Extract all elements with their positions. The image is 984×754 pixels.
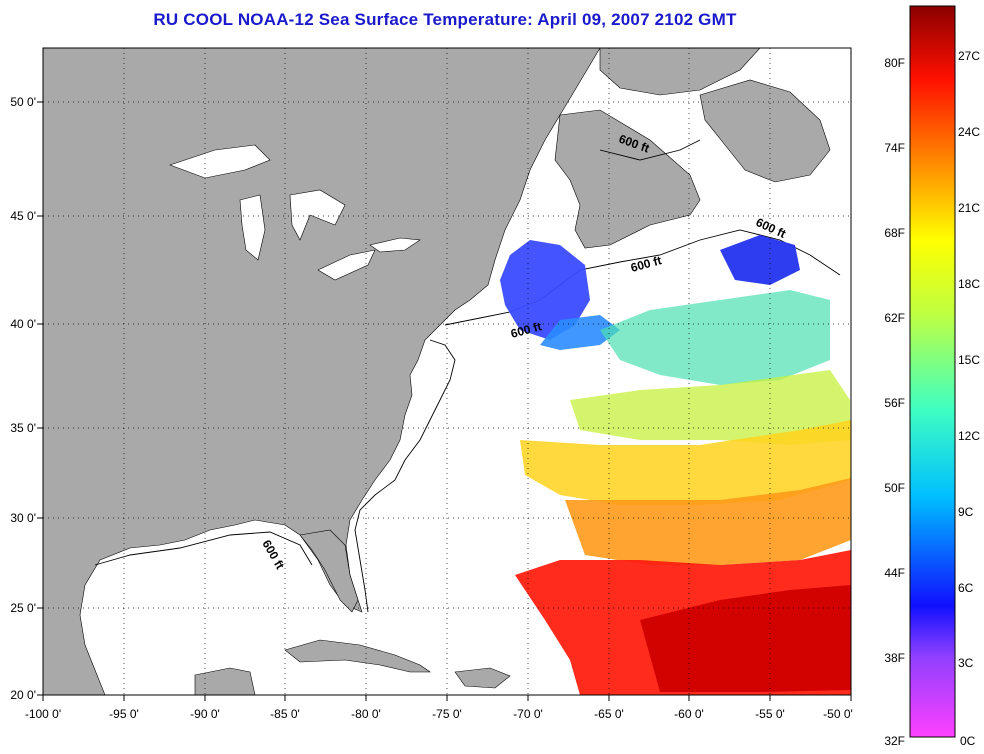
celsius-label: 9C (958, 505, 974, 519)
lon-tick-label: -60 0' (674, 707, 704, 721)
land-hispaniola (454, 667, 511, 689)
sst-slope-green (600, 290, 830, 385)
lat-tick-label: 35 0' (10, 421, 36, 435)
lon-tick-label: -75 0' (432, 707, 462, 721)
sst-georges-bank (540, 315, 620, 350)
celsius-label: 0C (960, 734, 976, 748)
fahrenheit-label: 44F (884, 566, 905, 580)
lat-tick-label: 40 0' (10, 317, 36, 331)
celsius-label: 15C (958, 353, 980, 367)
lat-tick-label: 50 0' (10, 95, 36, 109)
celsius-label: 3C (958, 656, 974, 670)
fahrenheit-label: 80F (884, 56, 905, 70)
great-lakes (169, 144, 421, 281)
celsius-label: 27C (958, 49, 980, 63)
lon-tick-label: -55 0' (755, 707, 785, 721)
lon-tick-label: -70 0' (513, 707, 543, 721)
land-cuba (284, 639, 431, 673)
longitude-labels: -100 0' -95 0' -90 0' -85 0' -80 0' -75 … (25, 707, 853, 721)
lon-tick-label: -90 0' (190, 707, 220, 721)
celsius-label: 21C (958, 201, 980, 215)
lon-tick-label: -80 0' (351, 707, 381, 721)
colorbar-fahrenheit-labels: 32F 38F 44F 50F 56F 62F 68F 74F 80F (884, 56, 905, 748)
fahrenheit-label: 74F (884, 141, 905, 155)
lon-tick-label: -100 0' (25, 707, 61, 721)
fahrenheit-label: 68F (884, 226, 905, 240)
celsius-label: 24C (958, 125, 980, 139)
fahrenheit-label: 38F (884, 651, 905, 665)
sst-nova-scotia-slope (720, 235, 800, 285)
land-nova-scotia (554, 109, 701, 249)
colorbar-celsius-labels: 0C 3C 6C 9C 12C 15C 18C 21C 24C 27C (958, 49, 980, 748)
sst-midlat-yellowgreen (570, 370, 850, 445)
fahrenheit-label: 56F (884, 396, 905, 410)
land-labrador (599, 48, 761, 96)
fahrenheit-label: 62F (884, 311, 905, 325)
sst-darkred-southeast (640, 585, 851, 692)
sst-data-layer (500, 235, 851, 695)
lon-tick-label: -65 0' (594, 707, 624, 721)
land-north-america (43, 48, 601, 695)
map-title: RU COOL NOAA-12 Sea Surface Temperature:… (153, 10, 737, 29)
lon-tick-label: -85 0' (270, 707, 300, 721)
celsius-label: 12C (958, 429, 980, 443)
sst-gulf-of-maine-cold (500, 240, 590, 340)
land-newfoundland (699, 79, 831, 183)
latitude-labels: 20 0' 25 0' 30 0' 35 0' 40 0' 45 0' 50 0… (10, 95, 36, 702)
colorbar (909, 5, 956, 738)
land-yucatan (194, 667, 256, 695)
land-florida (299, 529, 359, 613)
lat-tick-label: 30 0' (10, 511, 36, 525)
lon-tick-label: -50 0' (823, 707, 853, 721)
sst-yellow-band (520, 420, 851, 505)
celsius-label: 6C (958, 581, 974, 595)
fahrenheit-label: 50F (884, 481, 905, 495)
lat-tick-label: 45 0' (10, 209, 36, 223)
lon-tick-label: -95 0' (109, 707, 139, 721)
lat-tick-label: 25 0' (10, 601, 36, 615)
fahrenheit-label: 32F (884, 734, 905, 748)
sst-orange-band (565, 478, 851, 565)
axis-ticks (37, 101, 852, 701)
lat-tick-label: 20 0' (10, 688, 36, 702)
celsius-label: 18C (958, 277, 980, 291)
